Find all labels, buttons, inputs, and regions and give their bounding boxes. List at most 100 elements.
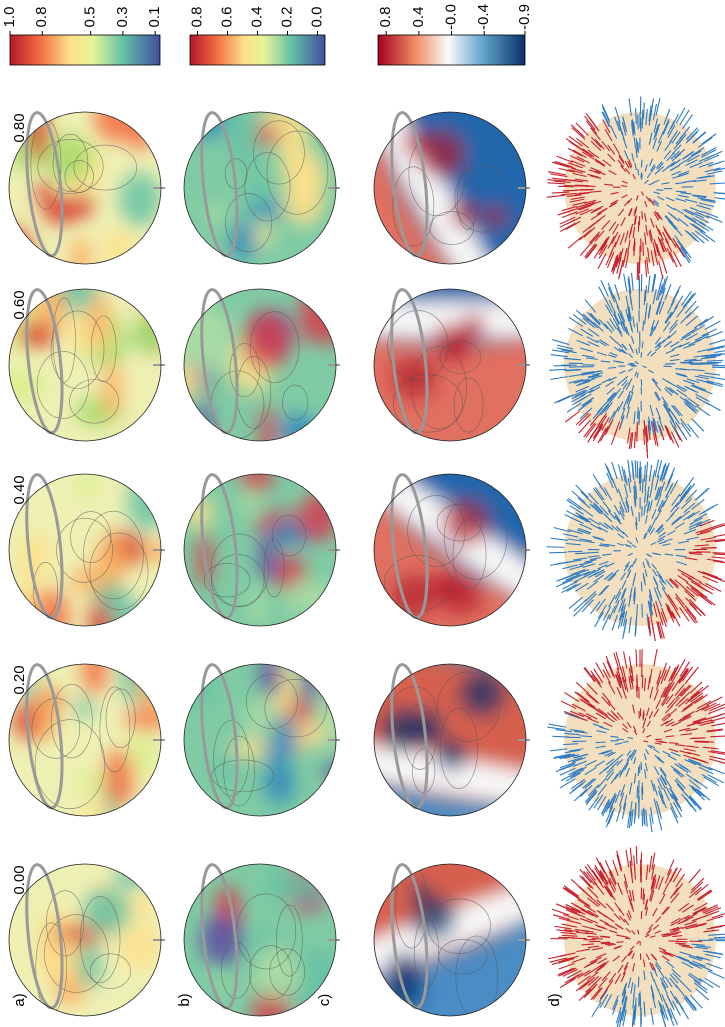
vector [571, 957, 586, 963]
vector [661, 713, 670, 721]
vector [680, 733, 693, 736]
blob [56, 973, 86, 1007]
vector [670, 150, 680, 160]
vector [661, 906, 669, 916]
contour [203, 563, 251, 598]
vector [684, 385, 697, 393]
vector [699, 527, 716, 534]
vector [659, 741, 668, 744]
vector [694, 230, 709, 242]
vector [604, 323, 613, 333]
vector [623, 564, 630, 572]
vector [648, 525, 653, 533]
vector [587, 374, 600, 379]
vector [659, 768, 667, 778]
vector [632, 173, 636, 180]
vector [570, 878, 585, 892]
vector [689, 359, 703, 362]
great-circle [25, 863, 64, 1010]
vector [673, 295, 684, 310]
vector [649, 499, 653, 512]
vector [695, 685, 710, 697]
vector [597, 415, 608, 429]
vector [595, 745, 606, 749]
vector [560, 700, 577, 710]
vector [580, 328, 594, 337]
vector [670, 290, 680, 306]
contour [50, 684, 93, 759]
vector [654, 210, 661, 220]
blob [263, 759, 296, 805]
vector [663, 728, 673, 733]
contour [44, 914, 109, 993]
vector [664, 553, 674, 556]
vector [549, 368, 567, 371]
vector [631, 560, 636, 568]
vector [648, 104, 652, 122]
vector [661, 396, 669, 407]
vector [593, 794, 604, 809]
vector [683, 401, 696, 412]
vector [666, 605, 675, 620]
vector [587, 311, 599, 324]
vector [675, 554, 687, 558]
vector [644, 312, 647, 325]
vector [683, 502, 696, 514]
vector [685, 159, 698, 167]
vector [579, 347, 593, 353]
vector [652, 576, 659, 586]
vector [558, 167, 575, 173]
vector [651, 509, 657, 520]
vector [656, 301, 662, 315]
vector [708, 758, 725, 764]
vector [665, 786, 674, 800]
vector [620, 611, 626, 627]
vector [664, 405, 672, 418]
vector [687, 691, 700, 702]
vector [621, 687, 627, 699]
vector [705, 582, 722, 592]
vector [630, 675, 634, 690]
vector [601, 111, 610, 127]
vector [615, 591, 622, 604]
blob [103, 748, 135, 808]
blob [284, 579, 336, 615]
vector [704, 372, 721, 376]
contour [452, 519, 487, 590]
vector [606, 771, 615, 782]
vector [698, 202, 715, 208]
vector [602, 669, 611, 684]
vector [558, 958, 575, 964]
vector [660, 1010, 667, 1027]
vector [622, 117, 628, 133]
vector [604, 183, 614, 186]
vector [590, 383, 602, 390]
vector [675, 197, 687, 203]
vector [579, 523, 593, 531]
vector [635, 537, 639, 543]
vector [598, 873, 608, 888]
vector [604, 751, 614, 757]
vector [683, 529, 697, 535]
vector [616, 668, 623, 683]
vector [699, 721, 715, 726]
vector [598, 766, 609, 775]
vector [669, 319, 679, 330]
vector [617, 312, 624, 325]
vector [583, 976, 596, 987]
vector [697, 348, 712, 353]
vector [665, 694, 674, 705]
vector [677, 217, 689, 227]
vector [627, 239, 631, 254]
blob [199, 914, 244, 966]
vector [704, 320, 721, 330]
vector [646, 486, 650, 500]
vector [620, 572, 626, 581]
vector [568, 179, 584, 183]
vector [607, 153, 616, 162]
vector [645, 109, 648, 125]
vector [651, 962, 657, 972]
vector [588, 796, 600, 811]
vector [623, 881, 629, 894]
